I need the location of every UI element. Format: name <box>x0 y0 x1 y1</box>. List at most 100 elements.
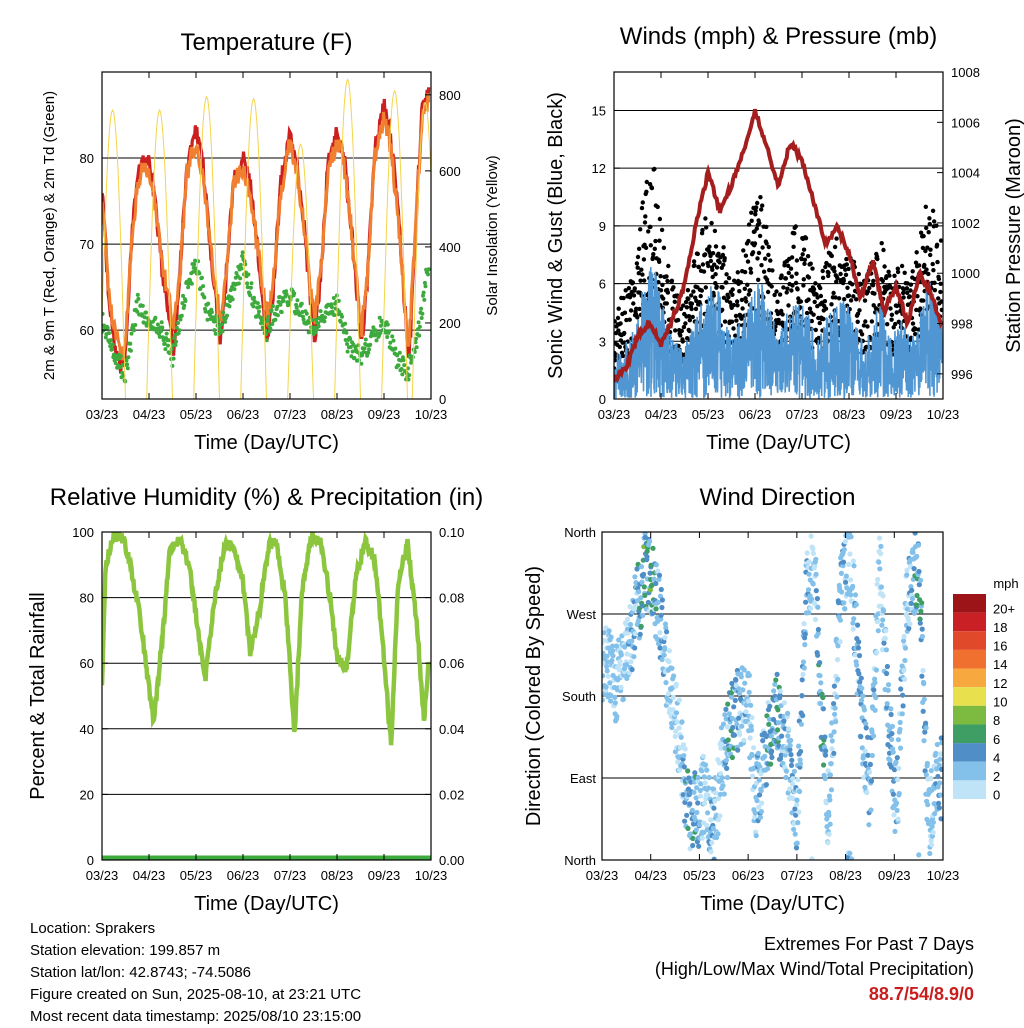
dewpoint-point <box>278 302 283 307</box>
direction-point <box>743 709 749 715</box>
gust-point <box>844 262 849 267</box>
direction-point <box>908 600 914 607</box>
direction-point <box>716 760 723 766</box>
dewpoint-point <box>197 271 202 276</box>
dewpoint-point <box>159 329 163 334</box>
direction-point <box>921 738 927 744</box>
colorbar-swatch <box>953 724 986 744</box>
direction-point <box>850 626 856 632</box>
direction-point <box>713 790 719 796</box>
gust-point <box>628 308 634 313</box>
gust-point <box>730 292 735 297</box>
direction-point <box>815 652 821 658</box>
dewpoint-point <box>395 353 400 358</box>
dewpoint-point <box>356 343 361 348</box>
direction-point <box>768 733 775 739</box>
dewpoint-point <box>177 328 182 333</box>
direction-point <box>604 653 610 659</box>
direction-point <box>895 816 901 822</box>
direction-point <box>701 800 708 806</box>
dewpoint-point <box>378 323 383 328</box>
gust-point <box>766 252 771 258</box>
gust-point <box>913 326 918 332</box>
gust-point <box>745 259 751 264</box>
gust-point <box>806 275 812 280</box>
direction-point <box>724 724 730 730</box>
direction-point <box>794 797 800 803</box>
gust-point <box>857 308 862 313</box>
gust-point <box>642 220 648 225</box>
direction-point <box>825 768 831 774</box>
gust-point <box>733 333 738 338</box>
y-right-tick-label: 600 <box>439 164 461 179</box>
dewpoint-point <box>120 370 125 375</box>
direction-point <box>768 761 774 767</box>
direction-point <box>647 570 653 576</box>
direction-point <box>851 616 857 622</box>
gust-point <box>821 316 826 322</box>
gust-point <box>703 285 708 290</box>
direction-point <box>736 691 743 697</box>
dewpoint-point <box>113 361 118 366</box>
dewpoint-point <box>129 331 134 336</box>
direction-point <box>775 727 781 733</box>
direction-point <box>906 625 912 632</box>
direction-point <box>676 697 683 703</box>
direction-point <box>831 683 838 689</box>
direction-point <box>769 754 775 761</box>
dewpoint-point <box>227 304 232 309</box>
direction-point <box>891 767 898 773</box>
gust-point <box>744 299 749 304</box>
gust-point <box>925 245 930 250</box>
y-tick-label: 40 <box>80 722 94 737</box>
gust-point <box>739 316 744 321</box>
direction-point <box>790 776 796 782</box>
direction-point <box>796 743 802 749</box>
direction-point <box>650 545 656 551</box>
gust-point <box>750 250 756 255</box>
direction-point <box>785 710 791 717</box>
dewpoint-point <box>417 324 422 329</box>
dewpoint-point <box>397 350 402 355</box>
x-tick-label: 10/23 <box>927 868 960 883</box>
direction-point <box>629 638 635 644</box>
dewpoint-point <box>252 295 256 300</box>
direction-point <box>645 599 651 606</box>
gust-point <box>724 280 729 285</box>
dewpoint-point <box>201 284 206 289</box>
gust-point <box>795 287 800 292</box>
gust-point <box>865 289 871 294</box>
direction-point <box>602 697 605 703</box>
direction-point <box>676 725 682 731</box>
gust-point <box>687 318 692 323</box>
direction-point <box>883 628 889 634</box>
colorbar-tick-label: 12 <box>993 676 1007 691</box>
direction-point <box>821 762 827 768</box>
gust-point <box>926 230 931 235</box>
x-tick-label: 09/23 <box>368 407 401 422</box>
direction-point <box>664 629 670 635</box>
gust-point <box>775 299 780 304</box>
direction-point <box>666 648 673 654</box>
gust-point <box>690 314 695 320</box>
gust-point <box>753 205 759 210</box>
gust-point <box>808 261 813 266</box>
y-tick-label: 20 <box>80 787 94 802</box>
direction-point <box>671 673 677 679</box>
dewpoint-point <box>284 292 289 297</box>
direction-point <box>717 813 723 819</box>
direction-point <box>769 748 775 754</box>
gust-point <box>711 293 716 298</box>
dewpoint-point <box>344 330 349 335</box>
gust-point <box>639 205 645 211</box>
direction-point <box>711 786 717 792</box>
direction-point <box>820 694 826 701</box>
dewpoint-point <box>322 319 327 324</box>
dewpoint-point <box>155 326 160 331</box>
direction-point <box>797 761 804 767</box>
gust-point <box>811 312 816 317</box>
direction-point <box>937 780 943 786</box>
gust-point <box>867 285 872 291</box>
gust-point <box>656 280 661 285</box>
gust-point <box>755 256 760 261</box>
